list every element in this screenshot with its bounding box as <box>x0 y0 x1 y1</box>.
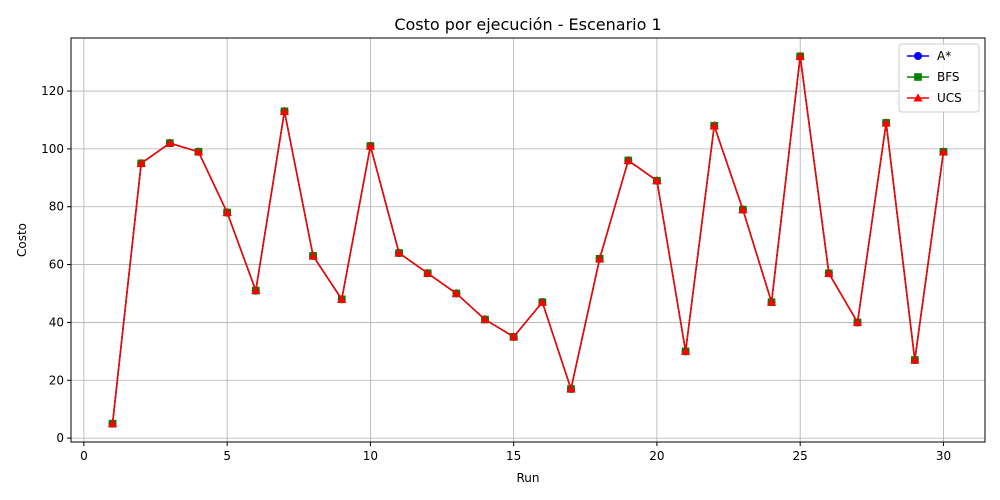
series-triangle <box>107 51 949 428</box>
data-point <box>852 317 863 326</box>
y-axis-ticks: 0 20 40 60 80 100 120 <box>41 84 71 445</box>
x-tick-label: 30 <box>936 449 951 463</box>
x-tick-label: 0 <box>80 449 88 463</box>
data-point <box>680 346 691 355</box>
x-tick-label: 25 <box>793 449 808 463</box>
data-point <box>824 268 834 277</box>
data-point <box>251 286 261 295</box>
series-line <box>111 55 945 424</box>
x-tick-label: 10 <box>363 449 378 463</box>
data-point <box>107 419 118 428</box>
x-tick-label: 20 <box>649 449 664 463</box>
data-point <box>165 138 175 147</box>
legend-marker <box>914 52 922 60</box>
chart-title: Costo por ejecución - Escenario 1 <box>394 15 661 34</box>
data-point <box>738 205 748 214</box>
y-tick-label: 60 <box>49 258 64 272</box>
data-point <box>623 155 633 164</box>
legend-marker <box>913 93 923 102</box>
data-point <box>308 251 318 260</box>
data-point <box>394 248 404 257</box>
grid-lines <box>71 38 985 442</box>
data-point <box>222 207 232 216</box>
legend-label: BFS <box>937 70 960 84</box>
x-axis-ticks: 0 5 10 15 20 25 30 <box>80 442 951 463</box>
data-point <box>423 268 433 277</box>
data-point <box>709 121 719 130</box>
data-point <box>365 141 376 150</box>
legend: A* BFS UCS <box>898 43 980 113</box>
data-point <box>337 294 347 303</box>
legend-label: A* <box>937 49 951 63</box>
data-point <box>193 147 204 156</box>
x-axis-label: Run <box>516 471 539 485</box>
data-point <box>566 384 576 393</box>
data-point <box>136 158 146 167</box>
data-point <box>595 254 605 263</box>
legend-label: UCS <box>937 91 962 105</box>
x-tick-label: 15 <box>506 449 521 463</box>
data-point <box>652 176 662 185</box>
data-point <box>279 106 290 115</box>
series-layer <box>107 51 949 428</box>
data-point <box>451 288 461 297</box>
data-point <box>480 314 490 323</box>
data-point <box>537 297 547 306</box>
data-point <box>881 118 891 127</box>
y-axis-label: Costo <box>15 223 29 257</box>
plot-frame <box>70 37 986 443</box>
legend-box <box>898 43 980 113</box>
data-point <box>910 355 920 364</box>
legend-marker <box>914 73 922 81</box>
y-tick-label: 120 <box>41 84 64 98</box>
x-tick-label: 5 <box>223 449 231 463</box>
data-point <box>938 147 949 156</box>
y-tick-label: 40 <box>49 315 64 329</box>
y-tick-label: 20 <box>49 373 64 387</box>
data-point <box>509 332 519 341</box>
data-point <box>766 297 777 306</box>
y-tick-label: 100 <box>41 142 64 156</box>
y-tick-label: 0 <box>56 431 64 445</box>
y-tick-label: 80 <box>49 200 64 214</box>
data-point <box>795 51 805 60</box>
